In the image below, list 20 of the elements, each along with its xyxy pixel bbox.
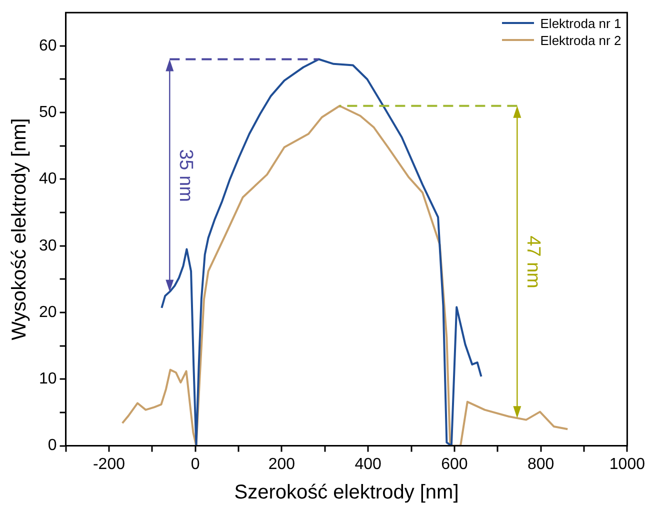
legend-label: Elektroda nr 2 [540,32,622,49]
x-tick-label: 200 [268,456,296,473]
y-tick-label: 40 [39,170,57,188]
annotation: 35 nm [175,149,196,202]
x-axis-title: Szerokość elektrody [nm] [234,482,459,504]
x-tick-label: 1000 [609,456,646,473]
y-tick-label: 50 [39,104,57,121]
y-tick-label: 0 [48,437,57,454]
y-tick-label: 10 [39,370,57,388]
y-tick-label: 60 [39,37,57,54]
y-tick-label: 30 [39,237,57,254]
x-tick-label: -200 [92,456,126,473]
legend-label: Elektroda nr 1 [540,14,622,32]
x-tick-label: 600 [441,456,468,473]
x-tick-label: 800 [527,456,554,473]
y-tick-label: 20 [39,304,57,321]
x-tick-label: 0 [190,456,200,473]
annotation: 47 nm [522,236,544,288]
y-axis-title: Wysokość elektrody [nm] [8,118,31,340]
x-tick-label: 400 [354,456,382,473]
